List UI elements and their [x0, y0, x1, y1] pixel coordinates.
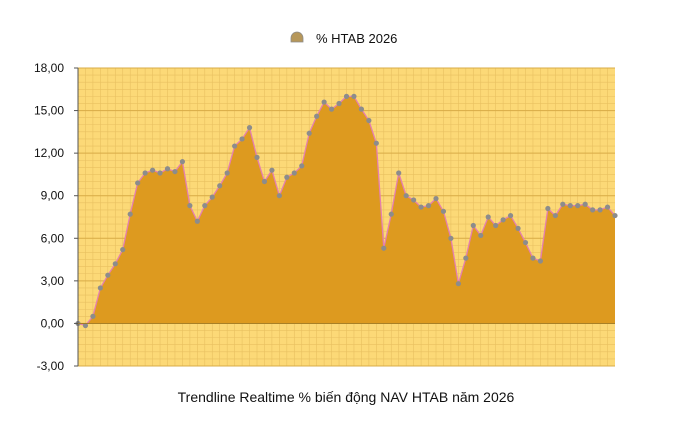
data-point: [366, 117, 372, 124]
y-tick-label: 3,00: [41, 274, 65, 288]
data-point: [112, 261, 118, 267]
data-point: [299, 163, 305, 169]
data-point: [351, 93, 357, 99]
y-tick-label: 12,00: [34, 146, 64, 160]
y-tick-label: -3,00: [37, 359, 65, 373]
data-point: [567, 203, 573, 209]
data-point: [82, 322, 89, 329]
data-point: [127, 211, 133, 217]
data-point: [455, 281, 461, 287]
data-point: [522, 239, 529, 246]
y-tick-label: 9,00: [41, 189, 65, 203]
legend-marker: [290, 31, 304, 43]
data-point: [507, 212, 514, 219]
data-point: [425, 203, 432, 209]
data-point: [135, 180, 141, 186]
data-point: [552, 212, 558, 219]
data-point: [284, 174, 290, 180]
data-point: [604, 204, 611, 210]
data-point: [396, 170, 402, 176]
data-point: [478, 232, 484, 239]
data-point: [120, 247, 126, 253]
y-axis: -3,00 0,00 3,00 6,00 9,00 12,00 15,00 18,00: [34, 61, 78, 373]
data-point: [328, 106, 335, 112]
data-point: [537, 258, 544, 264]
data-point: [105, 272, 111, 278]
data-point: [515, 225, 521, 231]
data-point: [590, 207, 596, 213]
data-point: [403, 193, 409, 199]
data-point: [597, 207, 603, 213]
data-point: [418, 204, 424, 210]
data-point: [530, 255, 536, 261]
data-point: [545, 205, 551, 212]
data-point: [306, 130, 312, 136]
data-point: [463, 255, 469, 261]
data-point: [343, 93, 350, 99]
data-point: [217, 183, 223, 189]
data-point: [336, 100, 342, 107]
data-point: [224, 170, 230, 176]
data-point: [560, 201, 566, 207]
data-point: [582, 201, 588, 207]
legend-label: % HTAB 2026: [316, 31, 397, 46]
y-tick-label: 0,00: [41, 316, 65, 330]
data-point: [187, 203, 193, 209]
chart-title: Trendline Realtime % biến động NAV HTAB …: [178, 389, 515, 405]
data-point: [157, 170, 163, 176]
y-tick-label: 6,00: [41, 231, 65, 245]
data-point: [172, 168, 178, 175]
data-point: [209, 194, 215, 200]
data-point: [202, 203, 208, 209]
data-point: [612, 212, 618, 219]
data-point: [269, 167, 275, 173]
data-point: [179, 159, 186, 165]
legend: % HTAB 2026: [290, 31, 397, 46]
data-point: [314, 113, 320, 119]
data-point: [254, 154, 260, 160]
data-point: [239, 136, 245, 142]
data-point: [373, 140, 379, 146]
y-tick-label: 15,00: [34, 104, 64, 118]
data-point: [276, 193, 282, 199]
data-point: [388, 211, 394, 217]
data-point: [97, 285, 103, 291]
data-point: [411, 197, 417, 203]
data-point: [194, 218, 200, 224]
data-point: [246, 125, 253, 131]
data-point: [440, 208, 447, 214]
series-markers: [75, 93, 618, 329]
data-point: [381, 245, 387, 251]
data-point: [261, 178, 268, 185]
data-point: [485, 214, 491, 220]
data-point: [149, 167, 156, 173]
data-point: [433, 195, 439, 202]
data-point: [321, 99, 327, 105]
data-point: [358, 106, 365, 112]
data-point: [470, 222, 476, 229]
data-point: [500, 217, 506, 223]
data-point: [291, 170, 297, 176]
y-tick-label: 18,00: [34, 61, 64, 75]
data-point: [142, 170, 148, 176]
data-point: [575, 203, 581, 209]
data-point: [493, 222, 499, 229]
data-point: [448, 235, 454, 241]
data-point: [232, 143, 238, 149]
data-point: [164, 166, 171, 172]
series-area: [78, 96, 615, 326]
data-point: [90, 313, 96, 319]
